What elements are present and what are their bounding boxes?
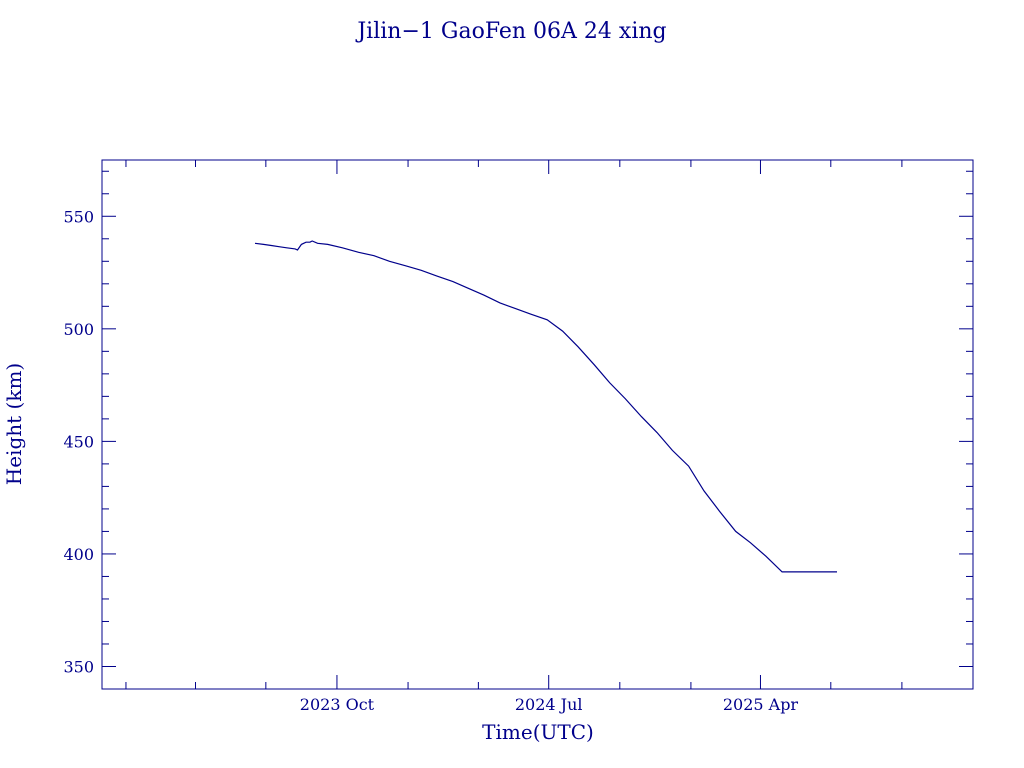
minor-ticks — [102, 160, 973, 690]
y-tick-label: 350 — [63, 657, 94, 676]
y-tick-label: 400 — [63, 545, 94, 564]
x-axis: 2023 Oct 2024 Jul 2025 Apr — [300, 160, 799, 714]
y-tick-label: 550 — [63, 207, 94, 226]
x-axis-label: Time(UTC) — [482, 720, 594, 744]
y-axis-label: Height (km) — [2, 363, 26, 485]
y-tick-label: 450 — [63, 432, 94, 451]
series-line — [254, 240, 837, 573]
y-tick-label: 500 — [63, 320, 94, 339]
x-tick-label: 2023 Oct — [300, 695, 375, 714]
chart-title: Jilin−1 GaoFen 06A 24 xing — [355, 19, 666, 44]
plot-frame — [101, 159, 974, 690]
y-axis: 350 400 450 500 550 — [63, 207, 973, 676]
x-tick-label: 2024 Jul — [515, 695, 583, 714]
x-tick-label: 2025 Apr — [723, 695, 799, 714]
